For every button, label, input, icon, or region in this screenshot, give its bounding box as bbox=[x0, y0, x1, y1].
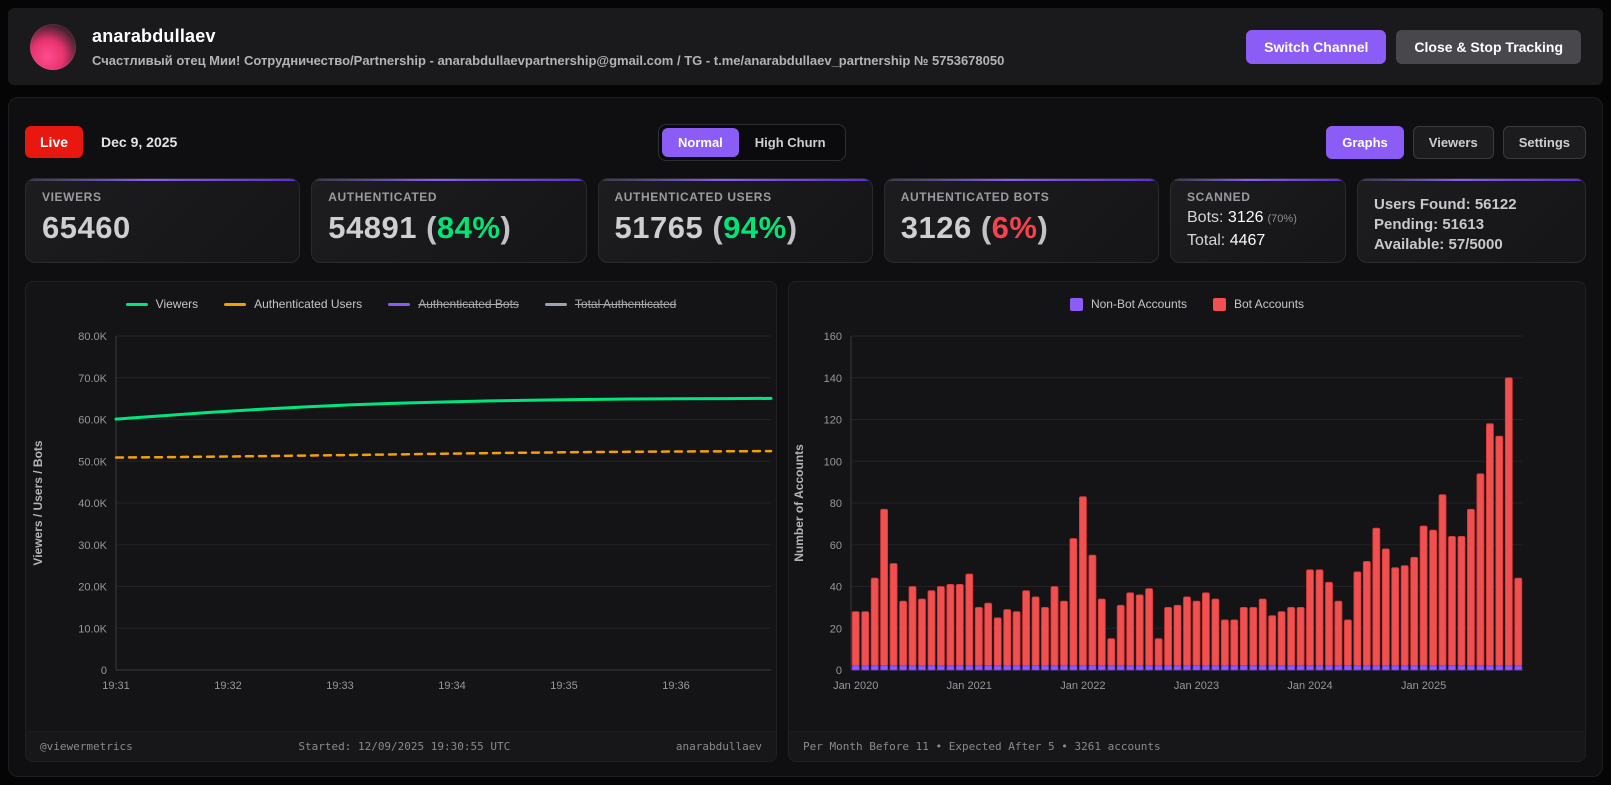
svg-text:19:32: 19:32 bbox=[214, 680, 242, 692]
legend-swatch bbox=[388, 303, 410, 306]
chart-footer-channel: anarabdullaev bbox=[676, 740, 762, 753]
authenticated-users-card: AUTHENTICATED USERS 5176594% bbox=[598, 178, 873, 263]
scanned-total-line: Total: 4467 bbox=[1187, 232, 1329, 250]
chart-footer-started: Started: 12/09/2025 19:30:55 UTC bbox=[298, 740, 510, 753]
tab-settings[interactable]: Settings bbox=[1503, 126, 1586, 159]
legend-label: Total Authenticated bbox=[575, 297, 676, 311]
legend-swatch bbox=[1213, 298, 1226, 311]
svg-text:140: 140 bbox=[824, 373, 842, 385]
legend-item[interactable]: Authenticated Users bbox=[224, 297, 362, 311]
svg-text:60: 60 bbox=[830, 540, 842, 552]
svg-text:20: 20 bbox=[830, 623, 842, 635]
legend-label: Authenticated Bots bbox=[418, 297, 519, 311]
viewers-card-value: 65460 bbox=[42, 210, 283, 246]
scanned-bots-percent: (70%) bbox=[1268, 213, 1297, 225]
svg-text:160: 160 bbox=[824, 331, 842, 343]
line-chart-legend: Viewers Authenticated Users Authenticated … bbox=[26, 282, 776, 318]
svg-text:50.0K: 50.0K bbox=[78, 456, 107, 468]
authenticated-bots-card: AUTHENTICATED BOTS 31266% bbox=[884, 178, 1159, 263]
tab-graphs[interactable]: Graphs bbox=[1326, 126, 1404, 159]
svg-text:Jan 2022: Jan 2022 bbox=[1060, 680, 1105, 692]
svg-text:100: 100 bbox=[824, 456, 842, 468]
scanned-bots-line: Bots: 3126(70%) bbox=[1187, 209, 1329, 227]
svg-text:60.0K: 60.0K bbox=[78, 415, 107, 427]
channel-header: anarabdullaev Счастливый отец Мии! Сотру… bbox=[8, 8, 1603, 85]
channel-username: anarabdullaev bbox=[92, 26, 1246, 47]
viewers-line-chart-panel: Viewers Authenticated Users Authenticated … bbox=[25, 281, 777, 762]
scanned-card: SCANNED Bots: 3126(70%) Total: 4467 bbox=[1170, 178, 1346, 263]
svg-text:19:35: 19:35 bbox=[550, 680, 578, 692]
authenticated-users-card-label: AUTHENTICATED USERS bbox=[615, 190, 856, 204]
authenticated-card-label: AUTHENTICATED bbox=[328, 190, 569, 204]
svg-text:40: 40 bbox=[830, 582, 842, 594]
legend-item[interactable]: Bot Accounts bbox=[1213, 297, 1304, 311]
svg-text:Jan 2025: Jan 2025 bbox=[1401, 680, 1446, 692]
viewers-card-label: VIEWERS bbox=[42, 190, 283, 204]
authenticated-bots-card-label: AUTHENTICATED BOTS bbox=[901, 190, 1142, 204]
close-stop-tracking-button[interactable]: Close & Stop Tracking bbox=[1396, 30, 1581, 64]
mode-normal-button[interactable]: Normal bbox=[662, 128, 739, 157]
bar-chart-footer-stats: Per Month Before 11 • Expected After 5 •… bbox=[803, 740, 1161, 753]
authenticated-card-value: 5489184% bbox=[328, 210, 569, 246]
account-creation-bar-chart: 0 20 40 60 80 100 120 140 160 Jan 2020 Jan 2021 Jan… bbox=[789, 318, 1585, 703]
tracking-dashboard: Live Dec 9, 2025 Normal High Churn Graph… bbox=[8, 97, 1603, 777]
legend-swatch bbox=[224, 303, 246, 306]
svg-text:Jan 2024: Jan 2024 bbox=[1287, 680, 1332, 692]
svg-text:19:33: 19:33 bbox=[326, 680, 354, 692]
legend-swatch bbox=[1070, 298, 1083, 311]
svg-text:Number of Accounts: Number of Accounts bbox=[792, 444, 806, 562]
chart-footer-watermark: @viewermetrics bbox=[40, 740, 133, 753]
authenticated-bots-percent: 6% bbox=[972, 210, 1049, 245]
authenticated-users-percent: 94% bbox=[703, 210, 797, 245]
tab-viewers[interactable]: Viewers bbox=[1413, 126, 1494, 159]
svg-text:0: 0 bbox=[836, 665, 842, 677]
legend-item[interactable]: Non-Bot Accounts bbox=[1070, 297, 1187, 311]
authenticated-card: AUTHENTICATED 5489184% bbox=[311, 178, 586, 263]
svg-text:120: 120 bbox=[824, 415, 842, 427]
viewers-card: VIEWERS 65460 bbox=[25, 178, 300, 263]
svg-text:30.0K: 30.0K bbox=[78, 540, 107, 552]
legend-label: Viewers bbox=[156, 297, 198, 311]
legend-item[interactable]: Viewers bbox=[126, 297, 198, 311]
switch-channel-button[interactable]: Switch Channel bbox=[1246, 30, 1386, 64]
churn-mode-toggle: Normal High Churn bbox=[658, 124, 846, 161]
svg-text:20.0K: 20.0K bbox=[78, 582, 107, 594]
svg-text:Jan 2021: Jan 2021 bbox=[947, 680, 992, 692]
live-badge: Live bbox=[25, 126, 83, 158]
authenticated-bots-card-value: 31266% bbox=[901, 210, 1142, 246]
svg-text:80.0K: 80.0K bbox=[78, 331, 107, 343]
svg-text:19:31: 19:31 bbox=[102, 680, 130, 692]
svg-text:Viewers / Users / Bots: Viewers / Users / Bots bbox=[31, 440, 45, 566]
svg-text:40.0K: 40.0K bbox=[78, 498, 107, 510]
svg-text:Jan 2023: Jan 2023 bbox=[1174, 680, 1219, 692]
svg-text:19:34: 19:34 bbox=[438, 680, 466, 692]
svg-text:Jan 2020: Jan 2020 bbox=[833, 680, 878, 692]
bar-chart-legend: Non-Bot Accounts Bot Accounts bbox=[789, 282, 1585, 318]
pending-line: Pending: 51613 bbox=[1374, 216, 1569, 233]
legend-swatch bbox=[126, 303, 148, 306]
authenticated-percent: 84% bbox=[417, 210, 511, 245]
svg-text:19:36: 19:36 bbox=[662, 680, 690, 692]
available-line: Available: 57/5000 bbox=[1374, 236, 1569, 253]
mode-high-churn-button[interactable]: High Churn bbox=[739, 128, 842, 157]
channel-description: Счастливый отец Мии! Сотрудничество/Part… bbox=[92, 53, 1246, 68]
svg-text:80: 80 bbox=[830, 498, 842, 510]
legend-swatch bbox=[545, 303, 567, 306]
authenticated-users-card-value: 5176594% bbox=[615, 210, 856, 246]
viewers-line-chart: 0 10.0K 20.0K 30.0K 40.0K 50.0K 60.0K 70.0K 80.0… bbox=[26, 318, 776, 703]
legend-item[interactable]: Authenticated Bots bbox=[388, 297, 519, 311]
users-found-line: Users Found: 56122 bbox=[1374, 196, 1569, 213]
legend-label: Non-Bot Accounts bbox=[1091, 297, 1187, 311]
legend-label: Bot Accounts bbox=[1234, 297, 1304, 311]
svg-text:10.0K: 10.0K bbox=[78, 623, 107, 635]
scanned-card-label: SCANNED bbox=[1187, 190, 1329, 204]
legend-item[interactable]: Total Authenticated bbox=[545, 297, 676, 311]
channel-avatar bbox=[30, 24, 76, 70]
accounts-bar-chart-panel: Non-Bot Accounts Bot Accounts 0 20 40 60 80 10… bbox=[788, 281, 1586, 762]
date-label: Dec 9, 2025 bbox=[101, 134, 177, 150]
scan-summary-card: Users Found: 56122 Pending: 51613 Availa… bbox=[1357, 178, 1586, 263]
svg-text:70.0K: 70.0K bbox=[78, 373, 107, 385]
legend-label: Authenticated Users bbox=[254, 297, 362, 311]
svg-text:0: 0 bbox=[101, 665, 107, 677]
